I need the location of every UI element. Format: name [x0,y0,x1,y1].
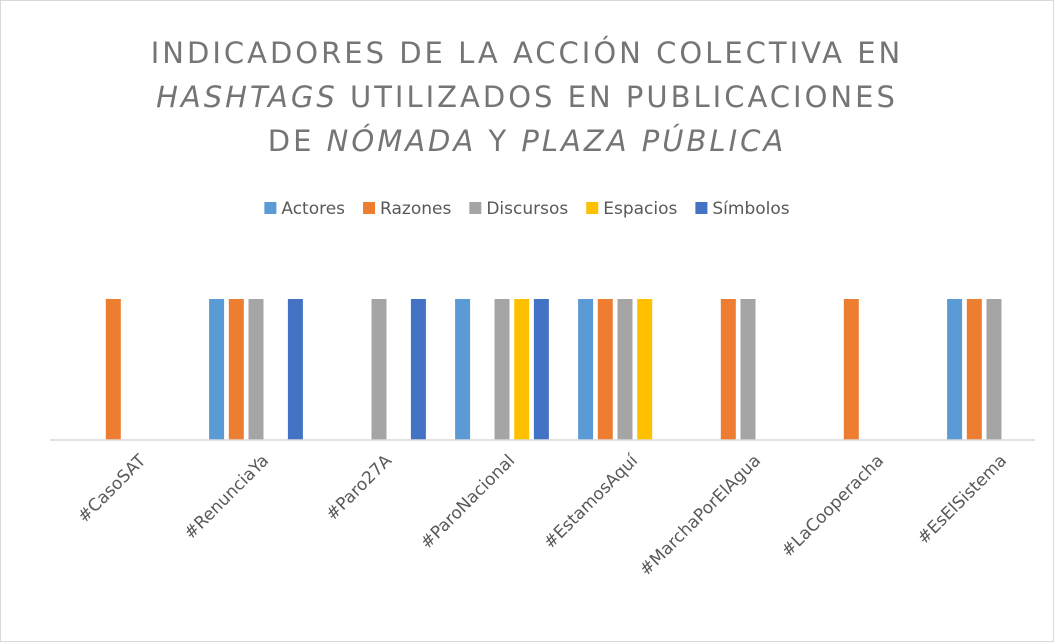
bar [986,299,1002,440]
title-run: HASHTAGS [156,80,338,114]
bar [248,299,264,440]
title-run: Y [476,124,521,158]
bar [843,299,859,440]
bar [720,299,736,440]
bar [209,299,225,440]
bar [494,299,510,440]
legend-swatch [264,202,277,214]
legend: Actores Razones Discursos Espacios Símbolos [264,199,790,219]
legend-label: Actores [281,199,345,219]
title-run: UTILIZADOS EN PUBLICACIONES [338,80,898,114]
legend-swatch [695,202,708,214]
bar [637,299,653,440]
title-run: PLAZA PÚBLICA [521,124,786,158]
title-run: INDICADORES DE LA ACCIÓN COLECTIVA EN [151,36,903,70]
bar [371,299,387,440]
bar [228,299,244,440]
legend-swatch [363,202,376,214]
bar [597,299,613,440]
bar [966,299,982,440]
legend-swatch [586,202,599,214]
legend-label: Espacios [603,199,677,219]
bar [947,299,963,440]
bar [455,299,471,440]
legend-label: Razones [380,199,451,219]
bar [514,299,530,440]
bar [105,299,121,440]
bar [533,299,549,440]
bar [578,299,594,440]
bar [287,299,303,440]
chart-title-line: DE NÓMADA Y PLAZA PÚBLICA [268,124,786,158]
bar [410,299,426,440]
title-run: NÓMADA [327,124,477,158]
bar [740,299,756,440]
bar [617,299,633,440]
legend-label: Discursos [486,199,568,219]
legend-swatch [469,202,482,214]
chart-title-line: INDICADORES DE LA ACCIÓN COLECTIVA EN [151,36,903,70]
chart-title-line: HASHTAGS UTILIZADOS EN PUBLICACIONES [156,80,898,114]
title-run: DE [268,124,327,158]
legend-label: Símbolos [712,199,789,219]
